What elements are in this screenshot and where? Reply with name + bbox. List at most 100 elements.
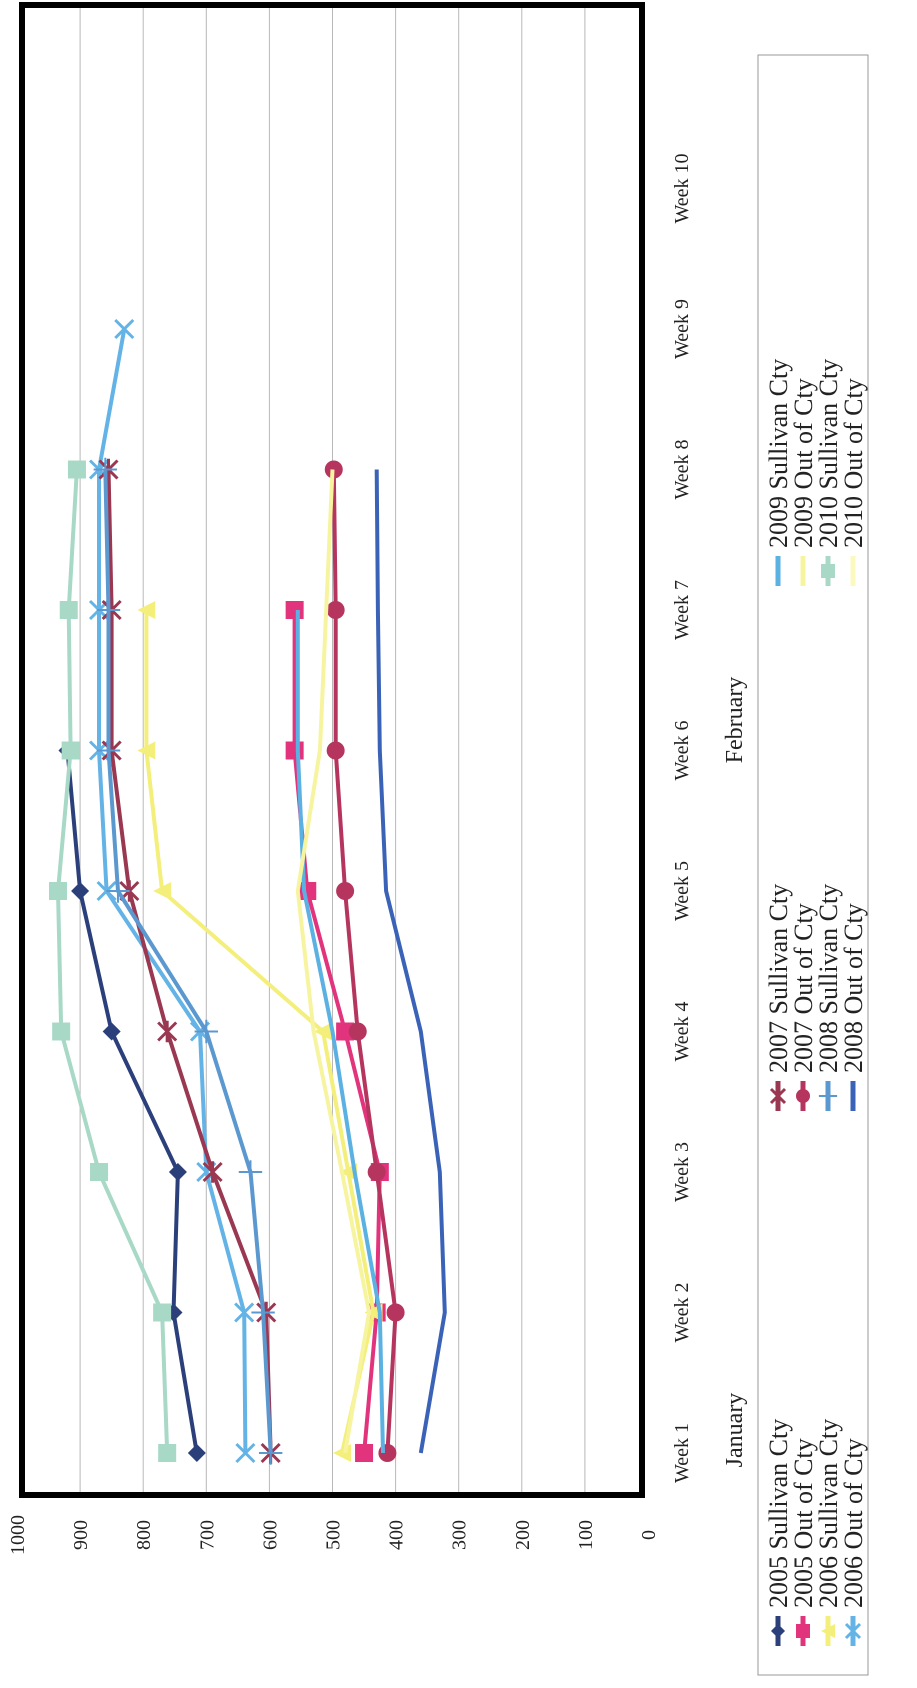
series-line [65, 750, 199, 1454]
plus-marker [93, 457, 118, 482]
square-marker [153, 1303, 172, 1322]
diamond-marker [187, 1444, 206, 1462]
square-marker [52, 1022, 71, 1041]
plus-marker [258, 1441, 283, 1465]
circle-marker [324, 460, 343, 479]
series-group [324, 460, 405, 1462]
series-line [374, 469, 447, 1454]
diamond-marker [771, 1624, 785, 1638]
square-marker [61, 741, 80, 760]
value-tick-label: 600 [259, 1520, 281, 1550]
legend-entry: 2007 Out of Cty [789, 903, 818, 1111]
legend-label: 2006 Sullivan Cty [814, 1419, 843, 1608]
value-tick-label: 100 [575, 1520, 597, 1550]
legend-entry: 2005 Out of Cty [789, 1438, 818, 1646]
category-tick-label: Week 4 [671, 1001, 693, 1061]
value-tick-label: 900 [70, 1520, 92, 1550]
series-line [331, 469, 398, 1454]
category-tick-label: Week 7 [671, 580, 693, 640]
square-marker [796, 1624, 810, 1638]
square-marker [158, 1444, 177, 1462]
square-marker [49, 882, 68, 900]
square-marker [355, 1444, 374, 1462]
series-group [374, 469, 447, 1454]
series-group [295, 469, 372, 1454]
legend-box [757, 54, 869, 1676]
x-axis-ticks: Week 1 Week 2 Week 3 Week 4 Week 5 Week 6 Week… [671, 153, 693, 1483]
legend-label: 2010 Out of Cty [839, 378, 868, 548]
plus-marker [96, 598, 121, 622]
value-tick-label: 1000 [7, 1515, 29, 1555]
plus-marker [238, 1160, 263, 1184]
legend-label: 2009 Sullivan Cty [764, 359, 793, 548]
legend-label: 2008 Sullivan Cty [814, 884, 843, 1073]
series-group [49, 460, 177, 1462]
legend-entry: 2006 Sullivan Cty [814, 1419, 843, 1646]
legend-entry: 2010 Sullivan Cty [814, 359, 843, 586]
x-marker [234, 1302, 255, 1323]
legend-label: 2009 Out of Cty [789, 378, 818, 548]
triangle-marker [153, 882, 172, 900]
legend-entry: 2009 Sullivan Cty [764, 359, 793, 586]
circle-marker [348, 1022, 367, 1041]
plus-marker [818, 1086, 838, 1106]
month-labels: January February [722, 677, 748, 1468]
square-marker [90, 1163, 109, 1181]
value-tick-label: 700 [196, 1520, 218, 1550]
diamond-marker [71, 882, 90, 900]
plus-marker [96, 738, 121, 763]
circle-marker [386, 1303, 405, 1322]
month-label: February [722, 677, 748, 764]
legend-label: 2006 Out of Cty [839, 1438, 868, 1608]
legend-entry: 2008 Out of Cty [839, 903, 868, 1111]
series-group [93, 457, 283, 1465]
legend-label: 2010 Sullivan Cty [814, 359, 843, 548]
square-marker [67, 460, 86, 479]
x-marker [235, 1442, 256, 1464]
square-marker [336, 1022, 355, 1041]
series-layer [49, 318, 447, 1465]
series-line [106, 469, 273, 1454]
circle-marker [326, 601, 345, 619]
legend-entry: 2009 Out of Cty [789, 378, 818, 586]
category-tick-label: Week 10 [671, 153, 693, 223]
circle-marker [326, 741, 345, 760]
triangle-marker [314, 1022, 333, 1041]
legend-label: 2005 Sullivan Cty [764, 1419, 793, 1608]
legend-label: 2008 Out of Cty [839, 903, 868, 1073]
star-marker [157, 1020, 178, 1043]
x-marker [844, 1622, 862, 1640]
x-marker [114, 318, 135, 340]
star-marker [202, 1161, 223, 1183]
series-line [103, 469, 273, 1454]
legend-entry: 2007 Sullivan Cty [764, 884, 793, 1111]
y-axis-ticks: 0 100 200 300 400 500 600 700 800 900 1000 [7, 1515, 660, 1555]
category-tick-label: Week 9 [671, 299, 693, 359]
legend-label: 2005 Out of Cty [789, 1438, 818, 1608]
legend-label: 2007 Sullivan Cty [764, 884, 793, 1073]
category-tick-label: Week 2 [671, 1282, 693, 1342]
legend-entry: 2008 Sullivan Cty [814, 884, 843, 1111]
value-tick-label: 200 [512, 1520, 534, 1550]
triangle-marker [821, 1624, 835, 1638]
category-tick-label: Week 5 [671, 861, 693, 921]
value-tick-label: 500 [323, 1520, 345, 1550]
circle-marker [796, 1089, 810, 1103]
square-marker [285, 601, 304, 619]
diamond-marker [168, 1163, 187, 1181]
triangle-marker [137, 601, 156, 619]
legend-label: 2007 Out of Cty [789, 903, 818, 1073]
value-tick-label: 300 [449, 1520, 471, 1550]
series-line [56, 469, 170, 1454]
series-group [295, 610, 385, 1454]
value-tick-label: 0 [638, 1530, 660, 1540]
category-tick-label: Week 1 [671, 1423, 693, 1483]
legend-entry: 2006 Out of Cty [839, 1438, 868, 1646]
series-line [295, 469, 372, 1454]
value-tick-label: 800 [133, 1520, 155, 1550]
plus-marker [251, 1300, 275, 1325]
legend-entry: 2005 Sullivan Cty [764, 1419, 793, 1646]
plus-marker [194, 1019, 218, 1044]
